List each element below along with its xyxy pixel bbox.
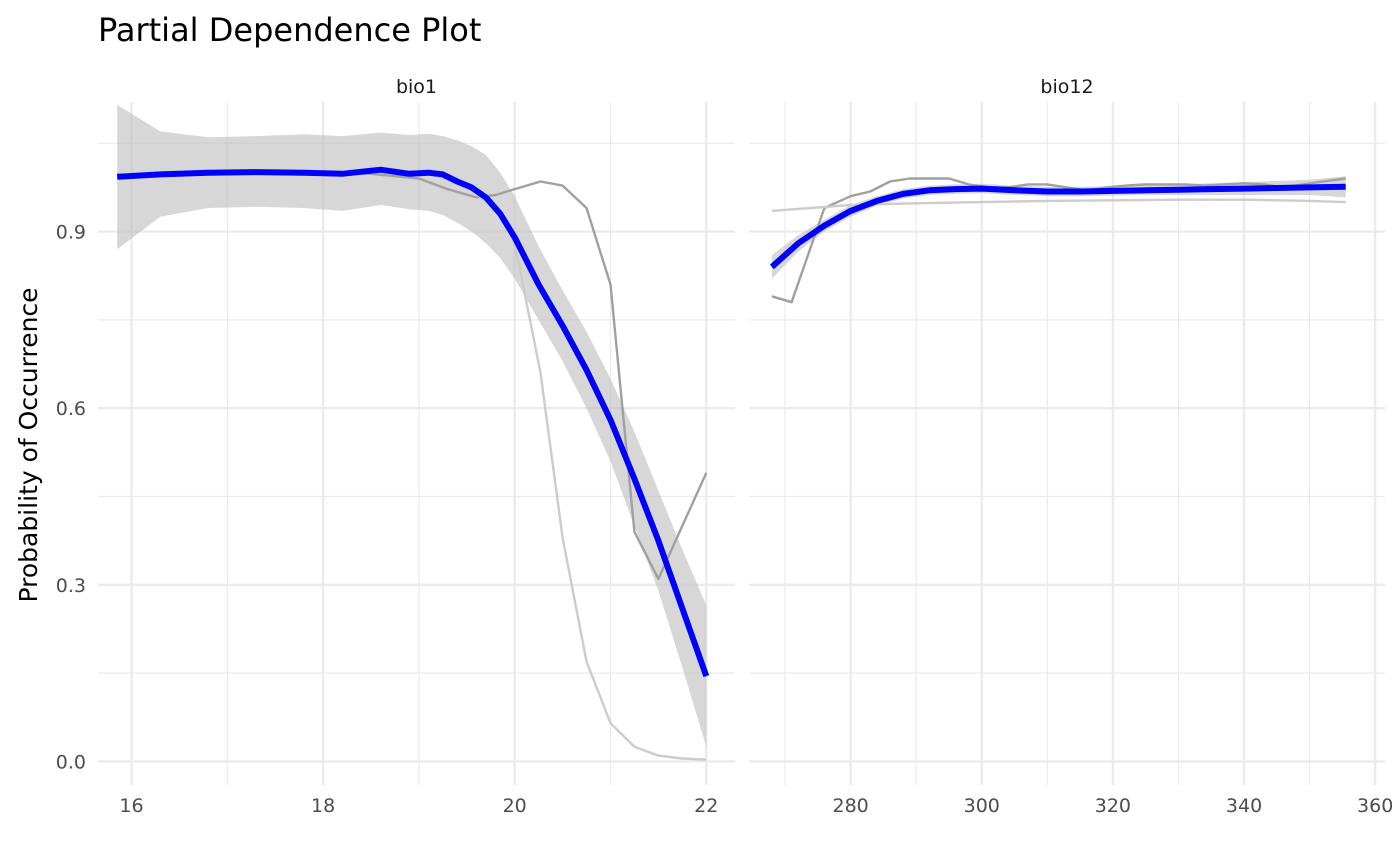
y-tick-label: 0.3 [56,575,86,597]
x-tick-label: 360 [1357,795,1393,817]
model-line-dark [771,177,1346,304]
x-tick-label: 16 [119,795,143,817]
x-tick-label: 300 [964,795,1000,817]
panels-layer: bio1 16 18 20 22 bio12 280 300 320 340 360 0.0 0.3 0.… [56,76,1394,817]
model-line-light [771,198,1346,213]
strip-label-bio12: bio12 [1040,76,1093,98]
x-tick-label: 280 [832,795,868,817]
x-tick-label: 320 [1095,795,1131,817]
panel-bio12: bio12 280 300 320 340 360 [749,76,1393,817]
smooth-fit-line [117,166,710,678]
panel-bio1: bio1 16 18 20 22 [98,76,735,817]
chart-title: Partial Dependence Plot [98,11,481,49]
x-tick-label: 18 [311,795,335,817]
x-tick-label: 22 [694,795,718,817]
x-tick-label: 340 [1226,795,1262,817]
y-axis-label: Probability of Occurrence [14,287,43,602]
x-tick-label: 20 [503,795,527,817]
y-tick-label: 0.9 [56,222,86,244]
model-line-dark [117,171,708,581]
smooth-fit-line [769,183,1346,270]
confidence-band [117,104,707,747]
y-tick-label: 0.6 [56,398,86,420]
strip-label-bio1: bio1 [396,76,437,98]
y-tick-label: 0.0 [56,751,86,773]
